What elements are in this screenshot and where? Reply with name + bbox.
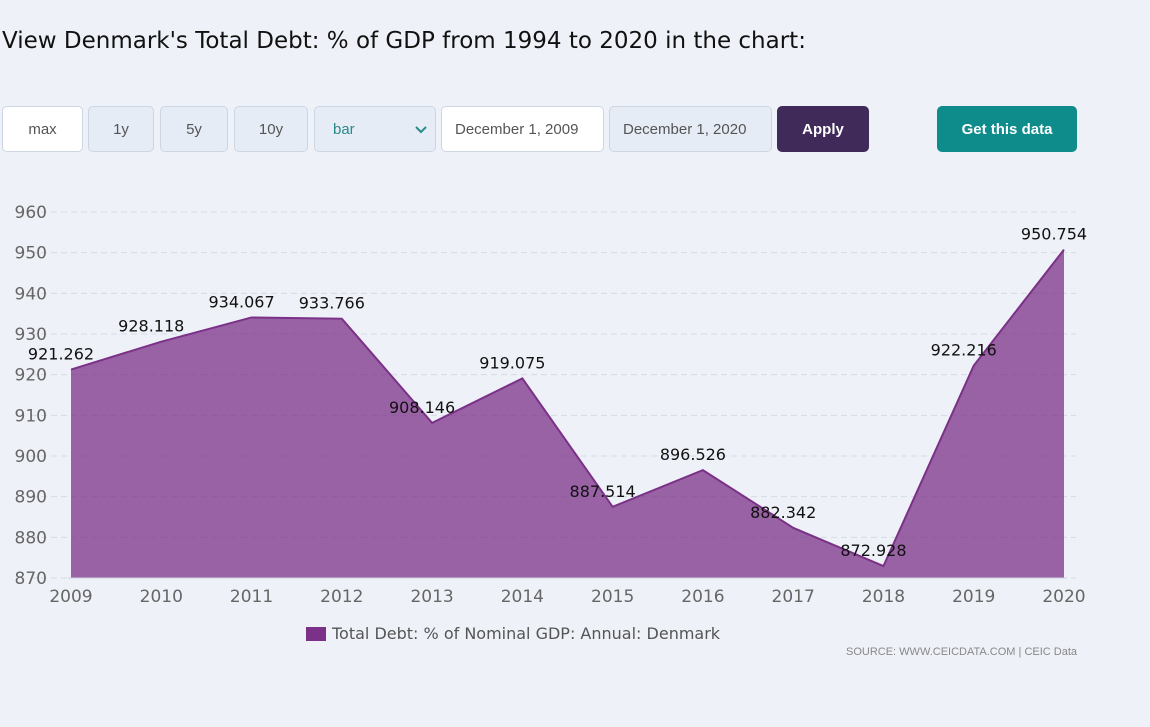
source-prefix: SOURCE: WWW.CEICDATA.COM [846,646,1016,658]
data-label: 933.766 [299,294,365,313]
y-tick-label: 960 [15,203,47,223]
y-tick-label: 890 [15,488,47,508]
date-from-input[interactable]: December 1, 2009 [441,106,604,152]
y-tick-label: 870 [15,569,47,589]
chevron-down-icon [415,122,427,137]
y-tick-label: 920 [15,366,47,386]
chart-type-value: bar [333,120,355,138]
legend[interactable]: Total Debt: % of Nominal GDP: Annual: De… [306,624,720,643]
series-line [70,248,1065,568]
x-tick-label: 2017 [772,587,815,607]
data-label: 934.067 [208,292,274,311]
data-label: 887.514 [570,482,636,501]
x-tick-label: 2013 [410,587,453,607]
page-title: View Denmark's Total Debt: % of GDP from… [2,28,806,54]
period-1y-button[interactable]: 1y [88,106,154,152]
data-label: 921.262 [28,345,94,364]
chart-type-select[interactable]: bar [314,106,436,152]
legend-label: Total Debt: % of Nominal GDP: Annual: De… [332,624,721,643]
source-separator: | [1018,646,1022,658]
x-tick-label: 2012 [320,587,363,607]
y-axis: 870 880 890 900 910 920 930 940 950 960 [15,203,47,589]
data-label: 872.928 [840,541,906,560]
area-fill [71,249,1064,578]
data-labels: 921.262 928.118 934.067 933.766 908.146 919.0… [28,225,1087,560]
x-tick-label: 2020 [1042,587,1085,607]
source-name: CEIC Data [1024,646,1078,658]
x-tick-label: 2018 [862,587,905,607]
data-label: 882.342 [750,503,816,522]
period-5y-button[interactable]: 5y [160,106,228,152]
source-note: SOURCE: WWW.CEICDATA.COM | CEIC Data [846,646,1077,658]
series-area [70,248,1065,578]
x-tick-label: 2015 [591,587,634,607]
date-to-input[interactable]: December 1, 2020 [609,106,772,152]
x-tick-label: 2019 [952,587,995,607]
period-max-button[interactable]: max [2,106,83,152]
data-label: 896.526 [660,445,726,464]
data-label: 919.075 [479,353,545,372]
legend-swatch [306,626,326,641]
x-tick-label: 2011 [230,587,273,607]
y-tick-label: 930 [15,325,47,345]
y-tick-label: 950 [15,244,47,264]
y-tick-label: 940 [15,284,47,304]
chart-controls: max 1y 5y 10y bar December 1, 2009 Decem… [0,106,1150,154]
x-tick-label: 2009 [49,587,92,607]
data-label: 928.118 [118,317,184,336]
x-tick-label: 2014 [501,587,544,607]
get-this-data-button[interactable]: Get this data [937,106,1077,152]
x-axis: 2009 2010 2011 2012 2013 2014 2015 2016 2017 2018… [49,577,1086,607]
y-tick-label: 900 [15,447,47,467]
data-label: 950.754 [1021,225,1087,244]
y-tick-label: 910 [15,406,47,426]
period-10y-button[interactable]: 10y [234,106,308,152]
data-label: 922.216 [931,341,997,360]
x-tick-label: 2010 [140,587,183,607]
y-tick-label: 880 [15,528,47,548]
x-tick-label: 2016 [681,587,724,607]
data-label: 908.146 [389,398,455,417]
apply-button[interactable]: Apply [777,106,869,152]
